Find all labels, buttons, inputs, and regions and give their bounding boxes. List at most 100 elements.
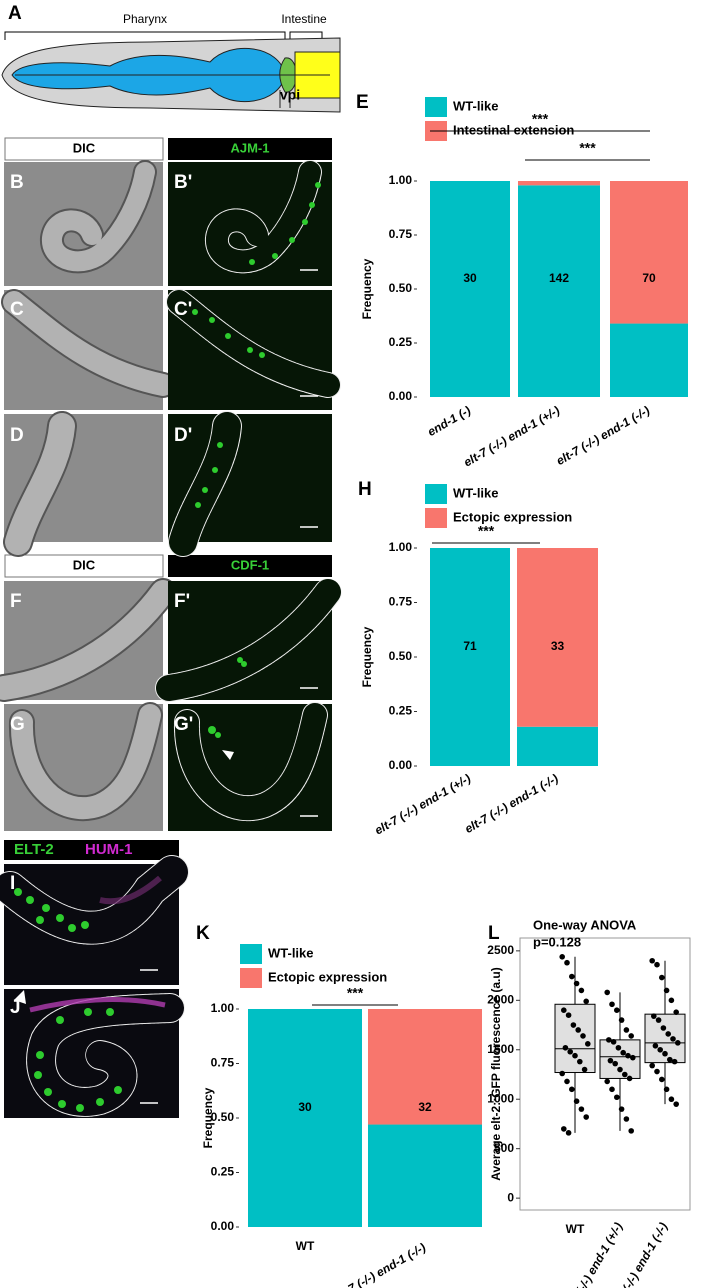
header-box: [4, 137, 164, 161]
y-tick-label: 0.25: [211, 1165, 235, 1179]
bar-segment: [430, 548, 510, 766]
image-label: C: [10, 299, 24, 320]
point: [567, 1048, 573, 1055]
count-label: 70: [642, 271, 656, 285]
bar-segment: [430, 181, 510, 397]
hum-1-signal: [99, 875, 162, 905]
point: [572, 1052, 578, 1059]
point: [581, 1066, 588, 1073]
point: [622, 1071, 628, 1078]
legend-label: WT-like: [453, 485, 499, 500]
point: [662, 1050, 668, 1057]
header: DIC: [73, 140, 96, 155]
point: [578, 987, 585, 994]
y-tick-label: 1.00: [389, 173, 413, 187]
count-label: 30: [298, 1100, 312, 1114]
header: HUM-1: [85, 841, 133, 858]
image-label: F: [10, 591, 22, 612]
image-label: D: [10, 425, 24, 446]
count-label: 33: [551, 639, 565, 653]
point: [609, 1086, 615, 1093]
bar-segment: [368, 1009, 482, 1125]
y-tick-label: 0.50: [211, 1110, 235, 1124]
point: [569, 1086, 575, 1093]
legend-label: WT-like: [453, 98, 499, 113]
point: [612, 1060, 618, 1067]
point: [561, 1126, 567, 1132]
legend-label: Intestinal extension: [453, 122, 574, 137]
y-tick-label: 0.50: [389, 649, 413, 663]
count-label: 71: [463, 639, 477, 653]
worm-outline: [156, 579, 341, 701]
image-label: G': [174, 714, 193, 735]
image-label: I: [10, 873, 15, 894]
point: [565, 1012, 572, 1018]
panel-label: L: [488, 923, 500, 944]
fluorescence-images: [0, 160, 342, 1118]
header: ELT-2: [14, 841, 54, 858]
point: [655, 1017, 662, 1023]
point: [659, 1076, 665, 1083]
y-tick-label: 0.50: [389, 281, 413, 295]
image-label: G: [10, 714, 25, 735]
y-tick-label: 0.75: [389, 595, 413, 609]
panel-label: K: [196, 923, 210, 944]
image-label: C': [174, 299, 192, 320]
point: [561, 1007, 567, 1014]
point: [604, 989, 610, 996]
point: [623, 1116, 630, 1122]
y-axis-label: Average elt-2::GFP fluorescence (a.u): [489, 967, 503, 1180]
point: [660, 1025, 667, 1031]
point: [620, 1049, 626, 1056]
dic-images: [0, 160, 177, 831]
point: [628, 1033, 634, 1039]
bar-segment: [610, 181, 688, 324]
vpi-label: vpi: [280, 87, 300, 103]
point: [575, 1027, 581, 1033]
scale-bars: [140, 269, 318, 1104]
bar-segment: [518, 181, 600, 186]
y-tick-label: 1.00: [211, 1001, 235, 1015]
point: [609, 1001, 615, 1008]
y-tick-label: 0.75: [211, 1056, 235, 1070]
y-tick-label: 500: [494, 1141, 514, 1155]
point: [614, 1007, 620, 1014]
y-tick-label: 1000: [487, 1091, 514, 1105]
point: [673, 1009, 679, 1015]
vpi-pointer: [279, 90, 291, 108]
header: DIC: [73, 557, 96, 572]
legend-swatch: [240, 944, 262, 964]
point: [583, 998, 589, 1005]
y-tick-label: 0.25: [389, 704, 413, 718]
y-tick-label: 0.75: [389, 227, 413, 241]
legend-label: WT-like: [268, 945, 314, 960]
point: [673, 1101, 679, 1107]
image-label: D': [174, 425, 192, 446]
y-tick-label: 2000: [487, 992, 514, 1006]
point: [618, 1017, 625, 1023]
point: [663, 1086, 670, 1093]
point: [649, 957, 655, 964]
y-tick-label: 0.00: [389, 758, 413, 772]
worm-outline: [206, 161, 321, 273]
point: [657, 1046, 663, 1053]
hum-1-signal: [29, 997, 166, 1013]
point: [626, 1075, 633, 1082]
point: [628, 1128, 634, 1134]
panel-label: H: [358, 479, 372, 500]
point: [668, 997, 675, 1004]
box: [554, 1003, 596, 1074]
point: [585, 1041, 591, 1047]
worm: [0, 580, 175, 700]
point: [565, 1130, 572, 1136]
y-tick-label: 0: [507, 1190, 514, 1204]
y-tick-label: 2500: [487, 943, 514, 957]
legend-swatch: [425, 508, 447, 528]
point: [615, 1044, 622, 1051]
legend-label: Ectopic expression: [268, 969, 387, 984]
bar-segment: [610, 323, 688, 397]
point: [607, 1057, 614, 1064]
y-tick-label: 0.00: [389, 389, 413, 403]
point: [654, 961, 660, 968]
